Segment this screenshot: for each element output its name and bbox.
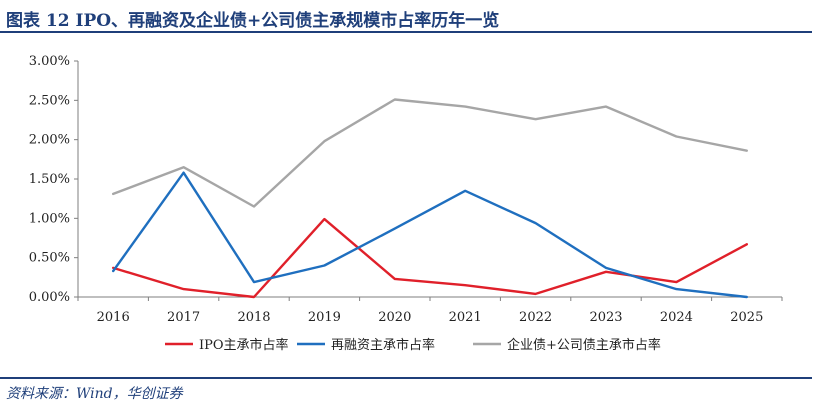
chart-legend: IPO主承市占率 再融资主承市占率 企业债+公司债主承市占率: [165, 337, 661, 353]
x-tick-label: 2017: [167, 310, 200, 325]
y-tick-label: 0.00%: [29, 290, 70, 305]
x-tick-label: 2023: [589, 310, 622, 325]
y-tick-label: 2.00%: [29, 133, 70, 148]
y-tick-label: 3.00%: [29, 54, 70, 69]
header-rule: [0, 31, 812, 33]
y-tick-label: 0.50%: [29, 251, 70, 266]
series-lines: [111, 98, 748, 299]
x-tick-label: 2020: [378, 310, 411, 325]
series-line-1: [111, 217, 748, 299]
y-tick-label: 1.00%: [29, 211, 70, 226]
chart-axes: [77, 61, 782, 298]
y-axis-ticks: 0.00% 0.50% 1.00% 1.50% 2.00% 2.50% 3.00%: [29, 54, 78, 305]
figure-source: 资料来源：Wind，华创证券: [6, 386, 183, 402]
legend-label-1: IPO主承市占率: [199, 337, 289, 353]
line-chart: 0.00% 0.50% 1.00% 1.50% 2.00% 2.50% 3.00% 2016…: [29, 54, 783, 353]
figure-header: 图表 12 IPO、再融资及企业债+公司债主承规模市占率历年一览: [0, 0, 814, 32]
figure-title: 图表 12 IPO、再融资及企业债+公司债主承规模市占率历年一览: [6, 11, 500, 31]
legend-label-3: 企业债+公司债主承市占率: [507, 337, 661, 353]
footer-rule: [0, 377, 812, 379]
series-line-3: [111, 98, 748, 208]
x-tick-label: 2019: [308, 310, 341, 325]
x-tick-label: 2016: [97, 310, 130, 325]
x-tick-label: 2022: [519, 310, 552, 325]
x-tick-label: 2018: [237, 310, 270, 325]
x-tick-label: 2021: [449, 310, 482, 325]
legend-label-2: 再融资主承市占率: [331, 337, 435, 353]
x-axis-ticks: 2016 2017 2018 2019 2020 2021 2022 2023 2024 2025: [77, 297, 783, 325]
x-tick-label: 2025: [730, 310, 763, 325]
x-tick-label: 2024: [660, 310, 693, 325]
y-tick-label: 2.50%: [29, 93, 70, 108]
series-line-2: [111, 171, 748, 299]
y-tick-label: 1.50%: [29, 172, 70, 187]
